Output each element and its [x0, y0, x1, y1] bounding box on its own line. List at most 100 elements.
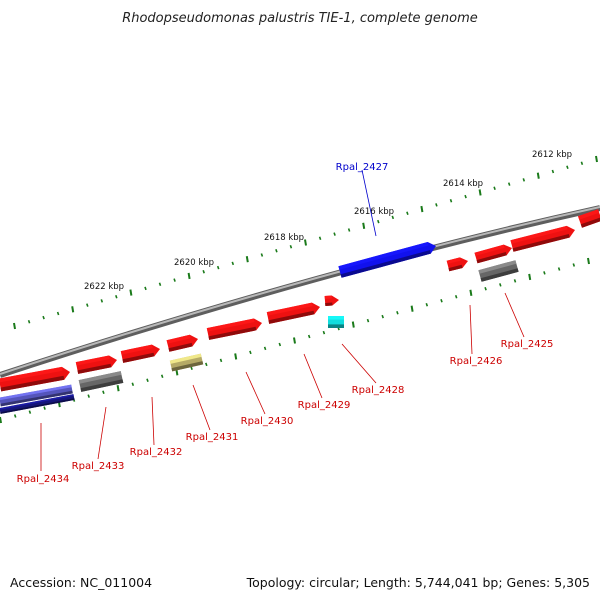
- gene-label-rpal-2428: Rpal_2428: [352, 385, 405, 396]
- inner-tick: [293, 337, 296, 344]
- kbp-label-2616: 2616 kbp: [354, 207, 394, 217]
- gene-rpal-2432-shadow: [122, 352, 155, 363]
- gene-label-rpal-2430: Rpal_2430: [241, 416, 294, 427]
- inner-tick: [366, 318, 370, 323]
- gene-rpal-2424-shadow: [580, 217, 600, 228]
- outer-tick: [551, 169, 555, 174]
- gene-rpal-2433-shadow: [77, 363, 112, 374]
- inner-tick: [205, 362, 208, 367]
- genome-backbone-highlight: [0, 206, 600, 375]
- outer-tick: [420, 205, 424, 213]
- inner-tick: [396, 310, 399, 315]
- outer-tick: [507, 182, 511, 186]
- outer-tick: [333, 232, 336, 236]
- gene-rpal-2434-inner-a-bevel: [0, 384, 72, 401]
- kbp-label-2618: 2618 kbp: [264, 233, 304, 243]
- outer-tick: [86, 303, 89, 307]
- inner-tick: [557, 267, 561, 271]
- inner-tick: [543, 271, 546, 275]
- outer-tick: [245, 256, 249, 263]
- kbp-label-2620: 2620 kbp: [174, 258, 214, 268]
- outer-tick: [158, 282, 162, 287]
- gene-rpal-2429-bevel: [266, 302, 313, 316]
- gene-rpal-2431-bevel: [166, 334, 191, 344]
- outer-tick: [566, 165, 569, 170]
- gene-rpal-2430-bevel: [206, 318, 255, 332]
- inner-tick: [190, 366, 193, 371]
- outer-tick-ring: [13, 155, 598, 330]
- inner-tick: [410, 305, 414, 312]
- gene-label-rpal-2427: Rpal_2427: [336, 162, 389, 173]
- inner-tick-ring: [0, 257, 590, 424]
- outer-tick: [406, 211, 409, 216]
- leader-line-rpal-2433: [97, 406, 107, 460]
- gene-rpal-2424-bevel: [578, 209, 600, 220]
- inner-tick: [278, 342, 282, 347]
- outer-tick: [216, 265, 220, 270]
- inner-tick: [234, 353, 238, 360]
- outer-tick: [377, 219, 380, 224]
- inner-tick: [131, 382, 135, 386]
- inner-tick: [263, 346, 267, 351]
- gene-rpal-2427-shadow: [340, 250, 431, 278]
- inner-tick: [322, 330, 326, 335]
- inner-tick: [87, 394, 90, 398]
- gene-rpal-2429-shadow: [268, 310, 315, 324]
- inner-tick: [160, 374, 164, 379]
- inner-tick: [381, 314, 384, 319]
- gene-rpal-2426-shadow: [448, 264, 463, 272]
- inner-tick: [528, 273, 532, 281]
- outer-tick: [347, 228, 351, 232]
- inner-tick: [425, 302, 429, 307]
- kbp-label-2612: 2612 kbp: [532, 150, 572, 160]
- outer-tick: [42, 315, 45, 320]
- gene-rpal-2426-bevel: [446, 257, 461, 264]
- gene-rpal-2433-inner-shadow: [80, 379, 124, 392]
- inner-tick: [0, 416, 2, 424]
- gene-rpal-2434-bevel: [0, 366, 63, 383]
- gene-rpal-2425-shadow: [512, 234, 570, 252]
- inner-tick: [454, 295, 458, 299]
- outer-tick: [260, 253, 264, 257]
- leader-line-rpal-2427: [361, 169, 377, 237]
- inner-tick: [28, 410, 32, 414]
- gene-label-rpal-2433: Rpal_2433: [72, 461, 125, 472]
- inner-tick: [102, 390, 105, 394]
- leader-line-rpal-2430: [245, 371, 266, 415]
- genome-summary-text: Topology: circular; Length: 5,744,041 bp…: [246, 575, 590, 590]
- inner-tick: [307, 334, 311, 339]
- gene-rpal-2430-shadow: [208, 326, 257, 340]
- outer-tick: [536, 172, 540, 179]
- outer-tick: [202, 269, 205, 274]
- outer-tick: [144, 286, 147, 291]
- gene-rpal-2431-inner-bevel: [169, 353, 202, 364]
- inner-tick: [43, 406, 46, 410]
- inner-tick: [469, 289, 473, 296]
- outer-tick: [318, 236, 322, 241]
- outer-tick: [449, 199, 453, 203]
- gene-rpal-2428-shadow: [325, 302, 333, 306]
- gene-rpal-2426-a-bevel: [474, 244, 505, 256]
- gene-rpal-2426-a-shadow: [476, 252, 507, 264]
- gene-label-rpal-2432: Rpal_2432: [130, 447, 183, 458]
- gene-rpal-2434-shadow: [0, 375, 65, 392]
- outer-tick: [478, 189, 482, 196]
- gene-rpal-2428-bevel: [324, 295, 332, 299]
- gene-rpal-2425-inner-shadow: [480, 268, 519, 282]
- gene-label-rpal-2426: Rpal_2426: [450, 356, 503, 367]
- inner-tick: [116, 385, 120, 392]
- gene-label-rpal-2431: Rpal_2431: [186, 432, 239, 443]
- gene-rpal-2434-inner-b-bevel: [0, 394, 74, 410]
- outer-tick: [173, 278, 176, 282]
- gene-label-rpal-2425: Rpal_2425: [501, 339, 554, 350]
- gene-rpal-2425-inner-bevel: [478, 260, 517, 274]
- gene-rpal-2433-inner-bevel: [78, 371, 122, 384]
- outer-tick: [362, 222, 366, 229]
- leader-lines: [40, 169, 525, 471]
- gene-rpal-2431-shadow: [168, 342, 193, 352]
- outer-tick: [435, 203, 438, 207]
- accession-text: Accession: NC_011004: [10, 575, 152, 590]
- map-title: Rhodopseudomonas palustris TIE-1, comple…: [122, 11, 478, 26]
- kbp-label-2614: 2614 kbp: [443, 179, 483, 189]
